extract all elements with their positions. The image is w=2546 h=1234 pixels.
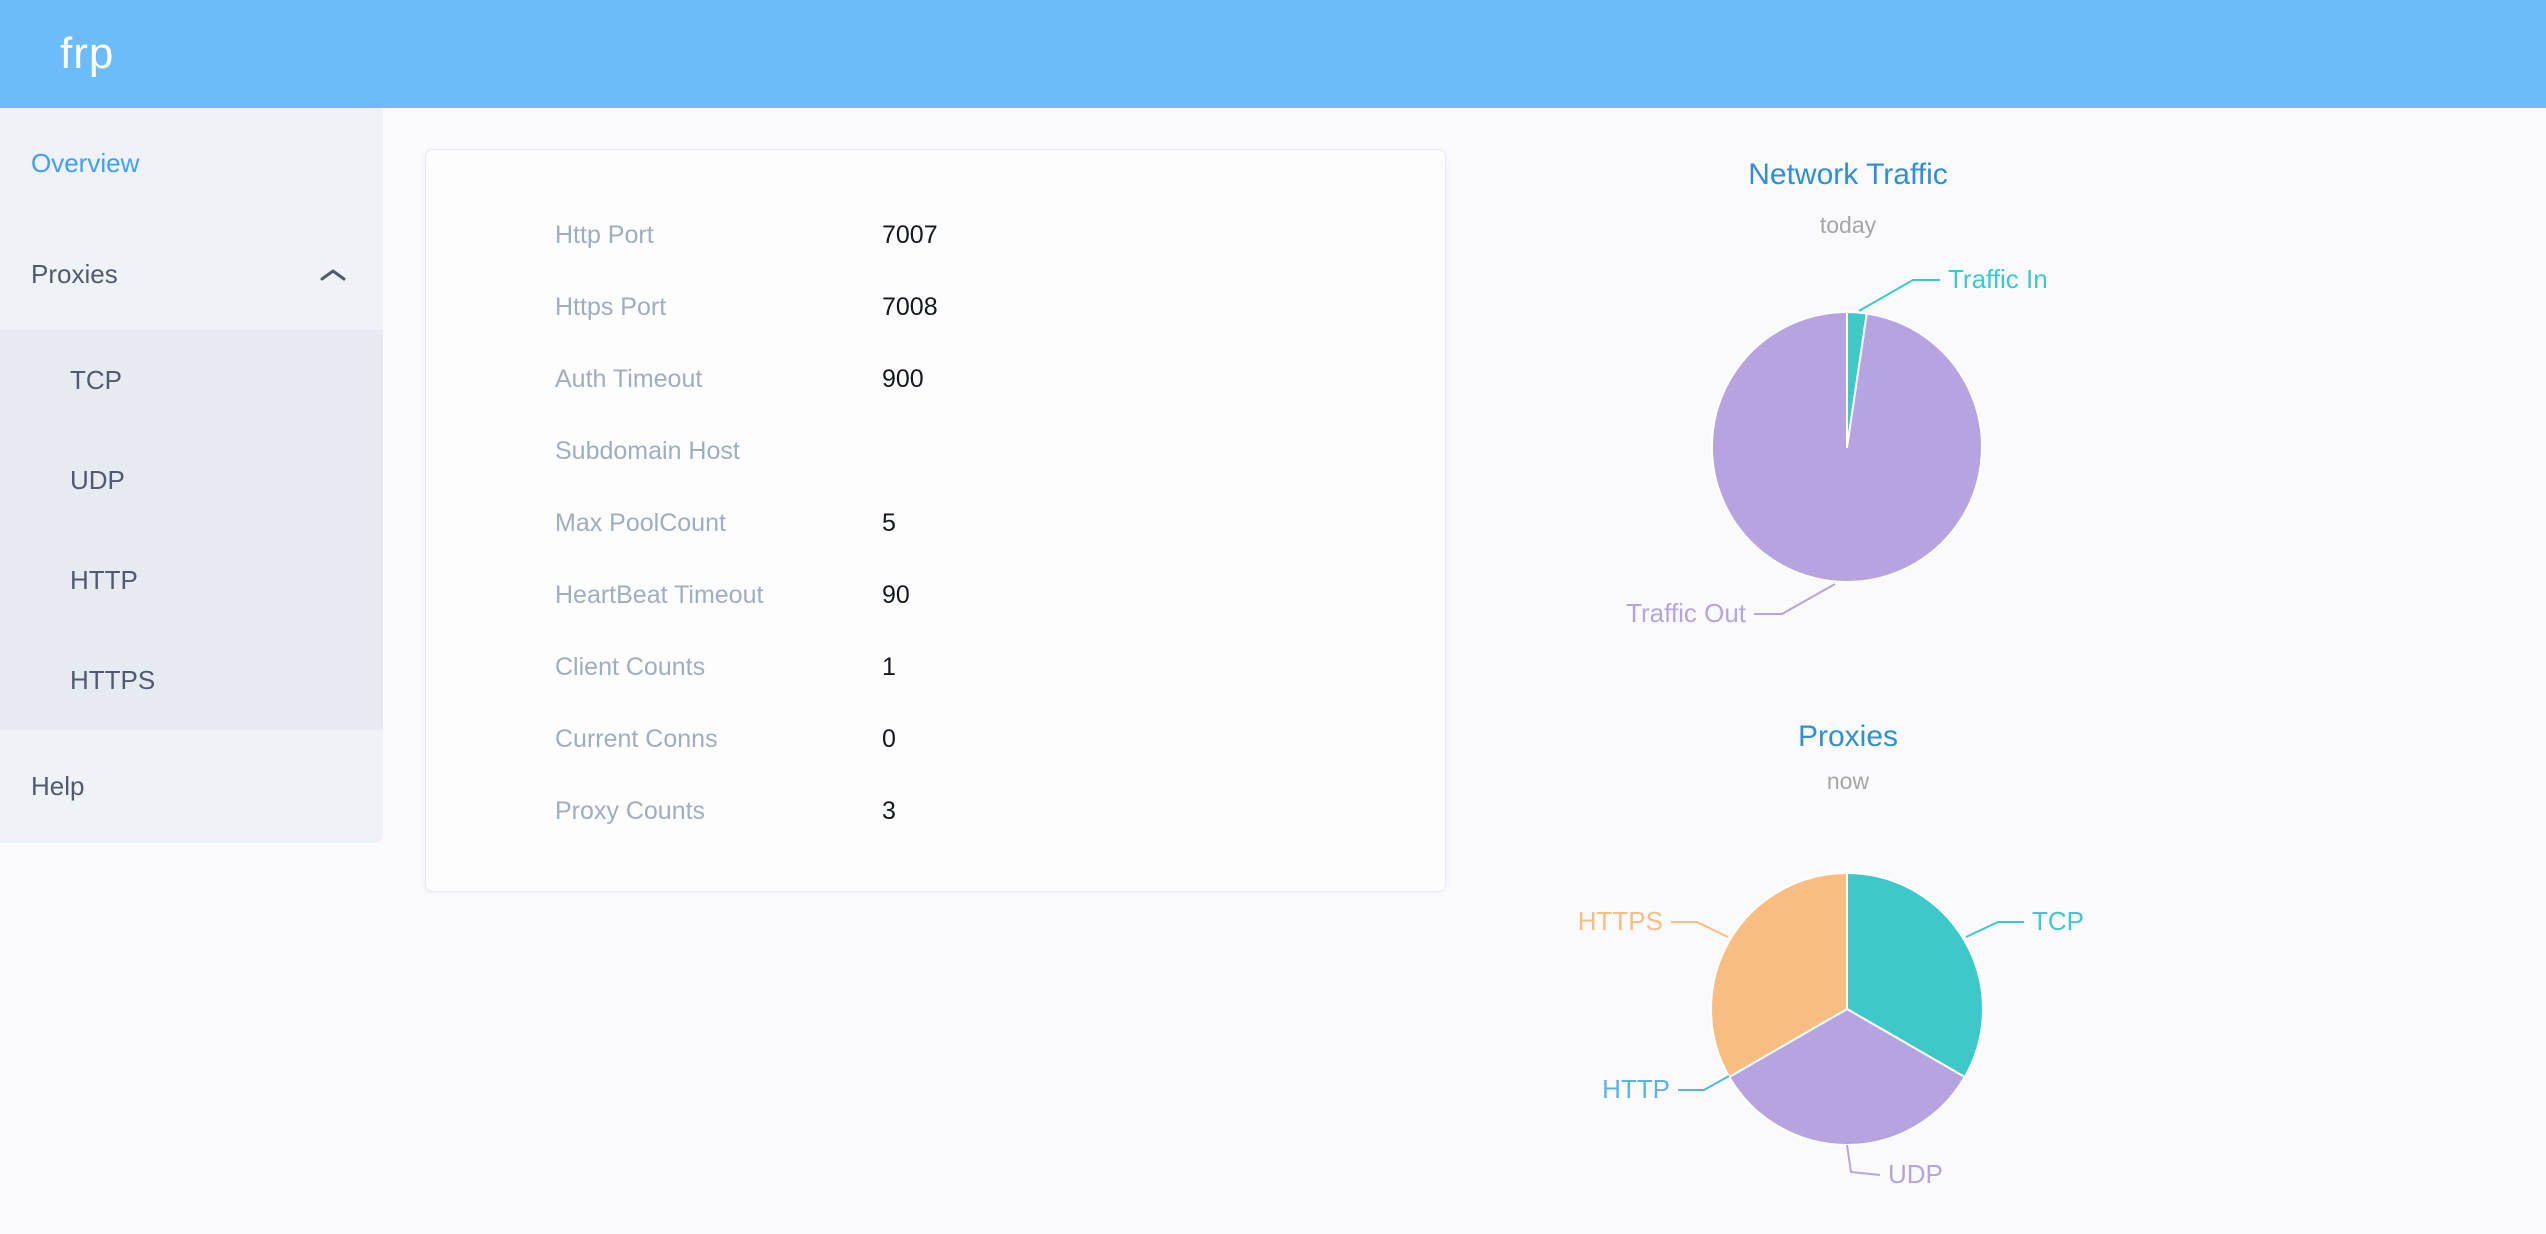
server-config-card: Http Port 7007 Https Port 7008 Auth Time… xyxy=(425,149,1446,892)
app-header: frp xyxy=(0,0,2546,108)
sidebar-item-label: Overview xyxy=(31,148,140,178)
sidebar-item-http[interactable]: HTTP xyxy=(0,530,383,630)
sidebar-item-help[interactable]: Help xyxy=(0,730,383,843)
pie-label-https: HTTPS xyxy=(1578,906,1663,936)
sidebar-item-https[interactable]: HTTPS xyxy=(0,630,383,730)
config-row: HeartBeat Timeout 90 xyxy=(426,559,1445,631)
pie-label-udp: UDP xyxy=(1888,1159,1943,1189)
label-line-https xyxy=(1671,921,1729,938)
config-value: 7007 xyxy=(882,220,938,249)
pie-label-http: HTTP xyxy=(1602,1074,1670,1104)
config-row: Https Port 7008 xyxy=(426,271,1445,343)
config-label: Https Port xyxy=(555,292,667,321)
label-line-http xyxy=(1678,1075,1730,1091)
config-label: Auth Timeout xyxy=(555,364,703,393)
pie-slice-tcp[interactable] xyxy=(1846,872,1984,1078)
config-value: 900 xyxy=(882,364,924,393)
sidebar: Overview Proxies TCP UDP HTTP HTTPS Help xyxy=(0,108,383,843)
label-line-tcp xyxy=(1965,921,2024,938)
sidebar-item-label: TCP xyxy=(70,364,122,395)
sidebar-item-proxies[interactable]: Proxies xyxy=(0,219,383,330)
pie-label-traffic-out: Traffic Out xyxy=(1626,598,1747,628)
sidebar-item-tcp[interactable]: TCP xyxy=(0,330,383,430)
config-label: Http Port xyxy=(555,220,654,249)
config-value: 0 xyxy=(882,724,896,753)
pie-label-tcp: TCP xyxy=(2032,906,2084,936)
chevron-up-icon xyxy=(320,269,346,280)
config-row: Current Conns 0 xyxy=(426,703,1445,775)
pie-slice-traffic-in[interactable] xyxy=(1846,311,1868,448)
config-value: 7008 xyxy=(882,292,938,321)
sidebar-item-label: HTTP xyxy=(70,564,138,595)
network-traffic-title: Network Traffic xyxy=(1748,158,1948,191)
config-row: Client Counts 1 xyxy=(426,631,1445,703)
proxies-subtitle: now xyxy=(1826,768,1870,794)
sidebar-item-label: HTTPS xyxy=(70,664,156,695)
config-label: Proxy Counts xyxy=(555,796,706,825)
config-label: Max PoolCount xyxy=(555,508,726,537)
sidebar-item-overview[interactable]: Overview xyxy=(0,108,383,219)
label-line-traffic-in xyxy=(1858,279,1940,312)
pie-label-traffic-in: Traffic In xyxy=(1948,264,2048,294)
config-value: 3 xyxy=(882,796,896,825)
sidebar-item-label: Help xyxy=(31,771,85,801)
sidebar-submenu-proxies: TCP UDP HTTP HTTPS xyxy=(0,330,383,730)
config-row: Http Port 7007 xyxy=(426,199,1445,271)
proxies-pie-chart: TCP HTTPS HTTP UDP xyxy=(1578,872,2084,1189)
label-line-traffic-out xyxy=(1754,583,1836,615)
sidebar-item-udp[interactable]: UDP xyxy=(0,430,383,530)
config-label: Current Conns xyxy=(555,724,718,753)
pie-slice-https[interactable] xyxy=(1710,872,1848,1078)
config-label: Client Counts xyxy=(555,652,706,681)
sidebar-item-label: UDP xyxy=(70,464,125,495)
config-value: 5 xyxy=(882,508,896,537)
config-row: Max PoolCount 5 xyxy=(426,487,1445,559)
label-line-udp xyxy=(1846,1144,1881,1176)
config-value: 90 xyxy=(882,580,910,609)
config-label: Subdomain Host xyxy=(555,436,740,465)
config-row: Subdomain Host xyxy=(426,415,1445,487)
network-traffic-pie-chart: Traffic In Traffic Out xyxy=(1626,264,2048,628)
network-traffic-subtitle: today xyxy=(1819,212,1877,238)
config-label: HeartBeat Timeout xyxy=(555,580,764,609)
sidebar-item-label: Proxies xyxy=(31,259,118,289)
app-logo: frp xyxy=(60,29,115,78)
proxies-title: Proxies xyxy=(1797,720,1899,753)
config-row: Auth Timeout 900 xyxy=(426,343,1445,415)
config-value: 1 xyxy=(882,652,896,681)
config-row: Proxy Counts 3 xyxy=(426,775,1445,847)
